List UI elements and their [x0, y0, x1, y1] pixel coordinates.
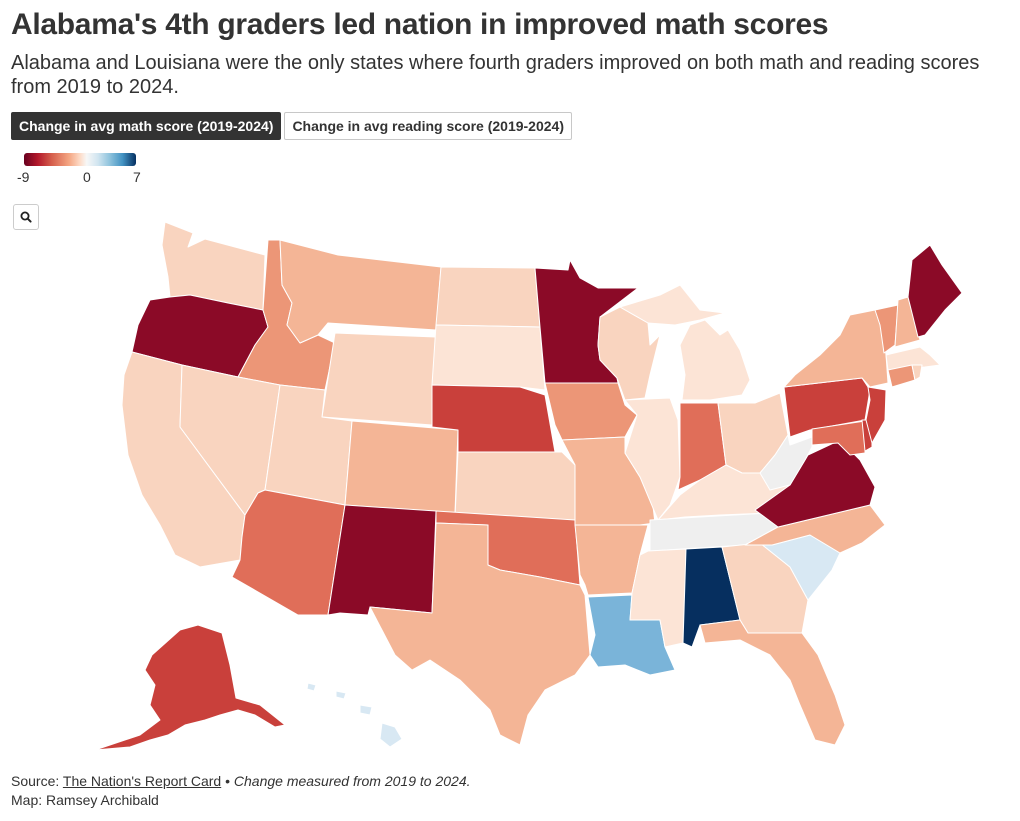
state-arizona[interactable] — [231, 489, 346, 616]
state-maine[interactable] — [907, 244, 963, 338]
chart-title: Alabama's 4th graders led nation in impr… — [11, 8, 829, 41]
state-north-dakota[interactable] — [435, 266, 541, 328]
state-arkansas[interactable] — [574, 524, 649, 596]
state-alaska[interactable] — [94, 624, 286, 751]
state-iowa[interactable] — [544, 382, 638, 441]
legend-gradient-bar — [24, 153, 136, 166]
legend-min-label: -9 — [17, 169, 30, 185]
state-hawaii-maui[interactable] — [359, 704, 373, 716]
us-map — [94, 221, 963, 751]
legend-max-label: 7 — [133, 169, 141, 185]
legend-mid-label: 0 — [83, 169, 91, 185]
state-michigan[interactable] — [679, 319, 751, 401]
state-hawaii[interactable] — [379, 722, 403, 748]
magnifier-icon — [20, 211, 32, 223]
source-prefix: Source: — [11, 773, 63, 789]
state-wyoming[interactable] — [321, 332, 437, 426]
state-hawaii-oahu[interactable] — [335, 690, 347, 700]
source-link[interactable]: The Nation's Report Card — [62, 773, 222, 789]
state-texas[interactable] — [369, 522, 591, 746]
color-legend: -9 0 7 — [17, 153, 142, 189]
state-new-hampshire[interactable] — [894, 296, 921, 348]
state-new-mexico[interactable] — [327, 504, 437, 616]
source-note: Change measured from 2019 to 2024. — [233, 773, 471, 789]
source-separator: • — [221, 773, 234, 789]
tab-reading-score[interactable]: Change in avg reading score (2019-2024) — [284, 112, 572, 140]
state-kansas[interactable] — [454, 451, 576, 521]
zoom-button[interactable] — [13, 204, 39, 230]
state-colorado[interactable] — [344, 420, 459, 514]
state-rhode-island[interactable] — [911, 364, 923, 381]
state-vermont[interactable] — [874, 304, 899, 354]
state-montana[interactable] — [279, 239, 442, 344]
state-south-dakota[interactable] — [431, 324, 546, 391]
state-new-york[interactable] — [783, 309, 889, 388]
source-credit: Source: The Nation's Report Card • Chang… — [11, 772, 471, 810]
state-new-jersey[interactable] — [865, 386, 887, 444]
metric-tabs: Change in avg math score (2019-2024) Cha… — [11, 112, 572, 140]
chart-subtitle: Alabama and Louisiana were the only stat… — [11, 52, 980, 98]
state-florida[interactable] — [699, 619, 846, 746]
tab-math-score[interactable]: Change in avg math score (2019-2024) — [11, 112, 282, 140]
map-credit: Map: Ramsey Archibald — [11, 792, 159, 808]
state-north-carolina[interactable] — [744, 504, 886, 554]
state-hawaii-kauai[interactable] — [306, 682, 317, 692]
state-michigan-upper[interactable] — [619, 284, 726, 326]
